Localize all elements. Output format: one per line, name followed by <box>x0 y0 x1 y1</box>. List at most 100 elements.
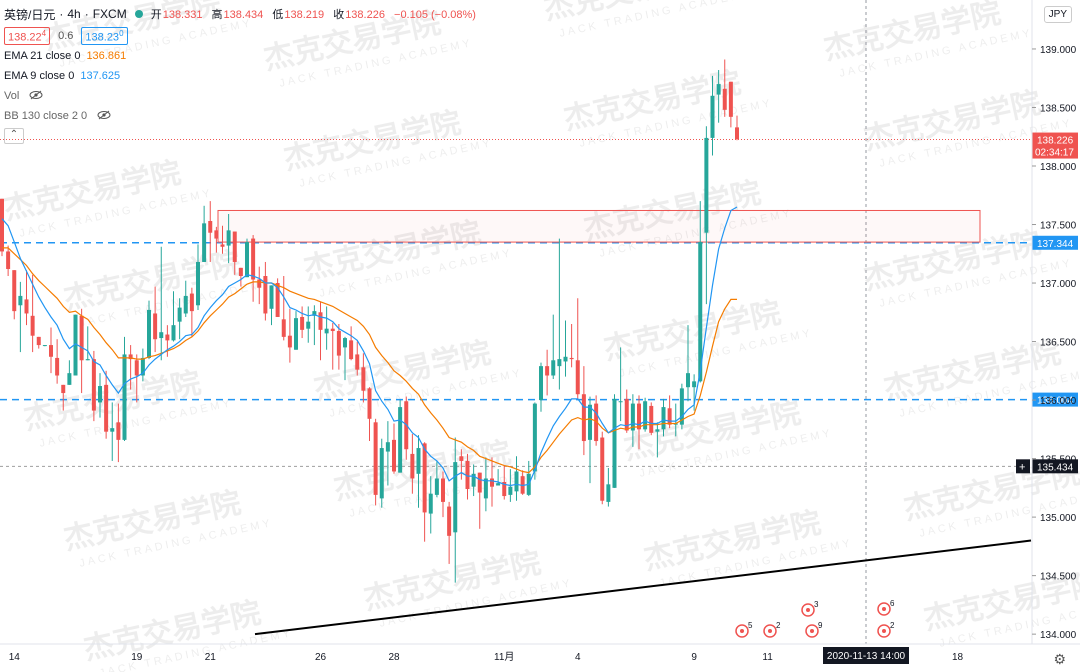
candle-body <box>704 137 709 233</box>
level-price-label: 137.344 <box>1037 239 1074 250</box>
candle-body <box>630 403 635 431</box>
plus-icon: + <box>1019 461 1025 473</box>
indicator-vol[interactable]: Vol <box>4 86 482 106</box>
gear-icon[interactable]: ⚙ <box>1053 651 1066 667</box>
data-source: FXCM <box>92 7 127 21</box>
candle-body <box>226 230 231 246</box>
candle-body <box>606 484 611 502</box>
x-tick-label: 14 <box>9 652 21 663</box>
event-count: 9 <box>818 621 823 630</box>
low-key: 低 <box>272 9 284 21</box>
level-price-label: 136.004 <box>1037 396 1074 407</box>
candle-body <box>104 384 109 432</box>
symbol-row: 英镑/日元 · 4h · FXCM 开138.331 高138.434 低138… <box>4 4 482 24</box>
candle-body <box>483 478 488 499</box>
candle-body <box>441 478 445 502</box>
candle-body <box>698 242 703 382</box>
candle-body <box>55 357 60 376</box>
economic-events[interactable]: 5 2 3 9 6 2 <box>735 599 895 638</box>
candle-body <box>343 338 347 348</box>
eye-hidden-icon[interactable] <box>97 110 111 123</box>
indicator-ema21[interactable]: EMA 21 close 0 136.861 <box>4 46 482 66</box>
collapse-legend-button[interactable]: ⌃ <box>4 128 24 144</box>
currency-label[interactable]: JPY <box>1043 6 1072 23</box>
candle-body <box>30 315 35 336</box>
candle-body <box>373 422 378 495</box>
candle-body <box>477 472 482 493</box>
candle-body <box>128 354 133 360</box>
candle-body <box>79 315 84 361</box>
candle-body <box>42 345 47 347</box>
candle-body <box>563 356 568 362</box>
economic-event-marker: 2 <box>877 621 895 638</box>
candle-body <box>147 309 151 358</box>
x-tick-label: 4 <box>575 652 581 663</box>
candle-body <box>24 299 29 314</box>
legend-toggle-row: ⌃ <box>4 126 482 146</box>
candle-body <box>453 462 458 533</box>
candle-body <box>539 366 543 401</box>
candle-body <box>361 367 366 391</box>
trendline[interactable] <box>254 539 1032 636</box>
candle-body <box>465 460 470 490</box>
candle-body <box>0 198 4 252</box>
buy-button[interactable]: 138.230 <box>81 26 128 46</box>
candle-body <box>551 360 556 376</box>
candle-body <box>575 360 580 395</box>
candle-body <box>735 127 739 140</box>
candle-body <box>508 486 513 495</box>
event-count: 2 <box>890 621 895 630</box>
event-icon-dot <box>768 629 772 633</box>
y-tick-label: 136.000 <box>1040 396 1077 407</box>
candle-body <box>116 422 121 440</box>
candle-body <box>398 407 403 473</box>
plus-button-bg <box>1016 459 1030 474</box>
current-price-tag <box>1032 132 1078 159</box>
candle-body <box>428 493 433 514</box>
y-tick-label: 135.000 <box>1040 513 1077 524</box>
current-price-label: 138.226 <box>1037 136 1074 147</box>
y-tick-label: 134.500 <box>1040 572 1077 583</box>
event-count: 3 <box>814 600 819 609</box>
candle-body <box>502 482 507 497</box>
candle-body <box>85 359 90 361</box>
symbol-name[interactable]: 英镑/日元 <box>4 7 56 22</box>
open-value: 138.331 <box>162 9 203 21</box>
candle-body <box>422 443 427 513</box>
candle-body <box>232 231 237 262</box>
candle-body <box>67 373 72 385</box>
indicator-name: EMA 21 close 0 <box>4 50 81 62</box>
indicator-ema9[interactable]: EMA 9 close 0 137.625 <box>4 66 482 86</box>
candle-body <box>514 471 519 492</box>
time-axis: 141921262811月491116182020-11-13 14:00 <box>9 647 963 664</box>
indicator-name: Vol <box>4 90 20 102</box>
candle-body <box>649 405 654 433</box>
y-tick-label: 134.000 <box>1040 630 1077 641</box>
candle-body <box>588 404 592 440</box>
indicator-bb[interactable]: BB 130 close 2 0 <box>4 106 482 126</box>
sell-button[interactable]: 138.224 <box>4 26 51 46</box>
candle-body <box>385 442 390 452</box>
level-price-label: 135.434 <box>1037 462 1074 473</box>
y-tick-label: 135.500 <box>1040 455 1077 466</box>
candle-body <box>594 403 599 442</box>
candle-body <box>722 88 727 110</box>
candle-body <box>661 407 666 430</box>
eye-hidden-icon[interactable] <box>29 90 43 103</box>
interval[interactable]: 4h <box>67 7 81 21</box>
level-price-tag <box>1032 392 1078 407</box>
resistance-zone-rect <box>217 209 981 243</box>
candle-body <box>581 394 586 442</box>
bid-ask-row: 138.224 0.6 138.230 <box>4 26 482 46</box>
candle-body <box>153 313 158 340</box>
candle-body <box>643 401 648 430</box>
candle-body <box>196 261 200 306</box>
candle-body <box>434 478 439 495</box>
crosshair-time-label: 2020-11-13 14:00 <box>827 651 906 662</box>
